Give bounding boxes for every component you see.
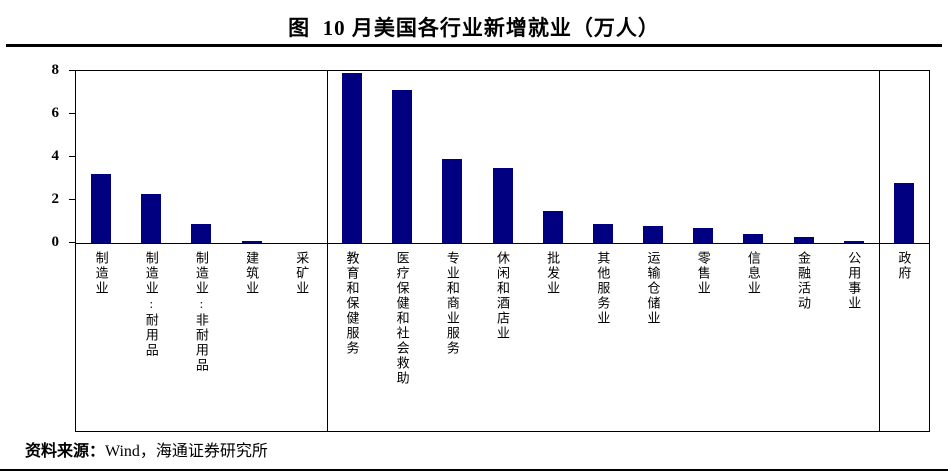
bar: [843, 241, 864, 243]
category-label-text: 政府: [896, 251, 912, 281]
category-label: 教育和保健服务: [327, 251, 377, 429]
category-label: 专业和商业服务: [427, 251, 477, 429]
category-label-text: 采矿业: [294, 251, 310, 296]
category-label-text: 教育和保健服务: [344, 251, 360, 356]
bar: [241, 241, 262, 243]
plot-area: 制造业 制造业:耐用品 制造业:非耐用品 建筑业 采矿业 教育和保健服务 医疗保健和社会救助…: [75, 70, 930, 432]
group-separator: [878, 71, 880, 431]
bar: [191, 224, 212, 243]
bar: [341, 73, 362, 243]
title-rule: [6, 44, 942, 47]
source-note: 资料来源：Wind，海通证券研究所: [25, 437, 268, 461]
bottom-rule: [0, 469, 948, 471]
bar: [693, 228, 714, 243]
category-label: 批发业: [528, 251, 578, 429]
y-tick-mark: [69, 70, 75, 71]
y-tick-label: 4: [51, 148, 60, 164]
category-label: 其他服务业: [578, 251, 628, 429]
bar: [542, 211, 563, 243]
category-label-text: 制造业:耐用品: [143, 251, 159, 358]
bar: [492, 168, 513, 243]
bar: [793, 237, 814, 243]
zero-baseline: [76, 243, 929, 244]
bar: [91, 174, 112, 243]
chart-title: 图 10 月美国各行业新增就业（万人）: [288, 16, 660, 40]
category-label: 建筑业: [227, 251, 277, 429]
category-label-text: 金融活动: [796, 251, 812, 311]
bar: [392, 90, 413, 243]
y-tick-mark: [69, 113, 75, 114]
y-tick-mark: [69, 199, 75, 200]
category-label: 制造业:耐用品: [126, 251, 176, 429]
source-text: Wind，海通证券研究所: [105, 443, 268, 460]
category-label-text: 批发业: [545, 251, 561, 296]
category-label-text: 制造业: [93, 251, 109, 296]
y-tick-label: 2: [51, 191, 60, 207]
category-label: 制造业:非耐用品: [176, 251, 226, 429]
bar: [643, 226, 664, 243]
category-label-text: 其他服务业: [595, 251, 611, 326]
category-label-text: 运输仓储业: [645, 251, 661, 326]
bar: [743, 234, 764, 243]
y-tick-label: 6: [51, 105, 60, 121]
category-label: 采矿业: [277, 251, 327, 429]
bar: [893, 183, 914, 243]
category-label: 公用事业: [829, 251, 879, 429]
bar: [592, 224, 613, 243]
category-label-text: 零售业: [695, 251, 711, 296]
source-prefix: 资料来源：: [25, 443, 106, 460]
category-label: 医疗保健和社会救助: [377, 251, 427, 429]
category-label-text: 建筑业: [244, 251, 260, 296]
category-label: 政府: [879, 251, 929, 429]
category-label: 运输仓储业: [628, 251, 678, 429]
category-label-text: 专业和商业服务: [444, 251, 460, 356]
category-label: 信息业: [728, 251, 778, 429]
y-tick-mark: [69, 242, 75, 243]
bar: [141, 194, 162, 243]
bar: [442, 159, 463, 243]
category-label: 休闲和酒店业: [477, 251, 527, 429]
category-label-text: 休闲和酒店业: [494, 251, 510, 341]
category-label-text: 医疗保健和社会救助: [394, 251, 410, 386]
group-separator: [326, 71, 328, 431]
category-label: 零售业: [678, 251, 728, 429]
y-tick-label: 8: [51, 62, 60, 78]
category-label-text: 信息业: [745, 251, 761, 296]
category-label: 金融活动: [778, 251, 828, 429]
y-tick-label: 0: [51, 234, 60, 250]
y-tick-mark: [69, 156, 75, 157]
y-axis: 0 2 4 6 8: [0, 62, 75, 432]
category-label-text: 公用事业: [846, 251, 862, 311]
category-label-text: 制造业:非耐用品: [193, 251, 209, 373]
category-label: 制造业: [76, 251, 126, 429]
